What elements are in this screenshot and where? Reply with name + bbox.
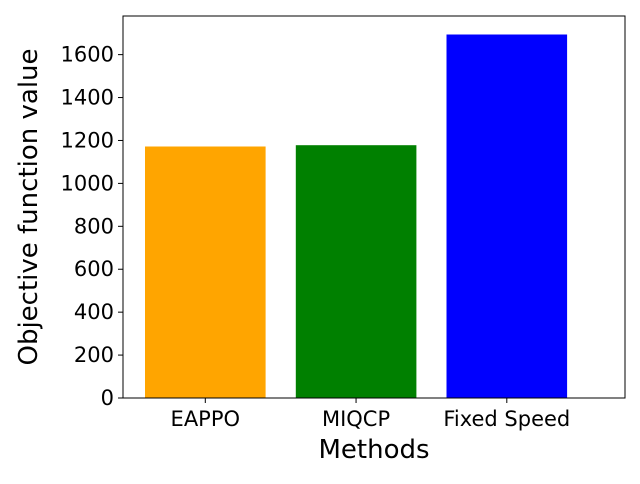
y-tick-label-1400: 1400 [61,86,114,110]
x-axis-label: Methods [318,435,429,465]
x-tick-label-miqcp: MIQCP [322,407,390,431]
y-tick-label-0: 0 [101,386,114,410]
x-tick-label-fixed-speed: Fixed Speed [443,407,570,431]
y-tick-label-1200: 1200 [61,128,114,152]
y-tick-label-800: 800 [74,214,114,238]
y-axis-ticks: 0 200 400 600 800 1000 1200 1400 1600 [61,43,123,410]
y-tick-label-600: 600 [74,257,114,281]
bar-miqcp [295,145,417,398]
y-axis-label: Objective function value [14,48,44,365]
bar-eappo [145,146,266,398]
bars-layer [145,34,568,398]
y-tick-label-200: 200 [74,343,114,367]
bar-fixed-speed [446,34,568,398]
y-tick-label-400: 400 [74,300,114,324]
y-tick-label-1600: 1600 [61,43,114,67]
x-axis-ticks: EAPPO MIQCP Fixed Speed [171,398,570,431]
x-tick-label-eappo: EAPPO [171,407,241,431]
plot-frame [122,15,626,399]
y-tick-label-1000: 1000 [61,171,114,195]
